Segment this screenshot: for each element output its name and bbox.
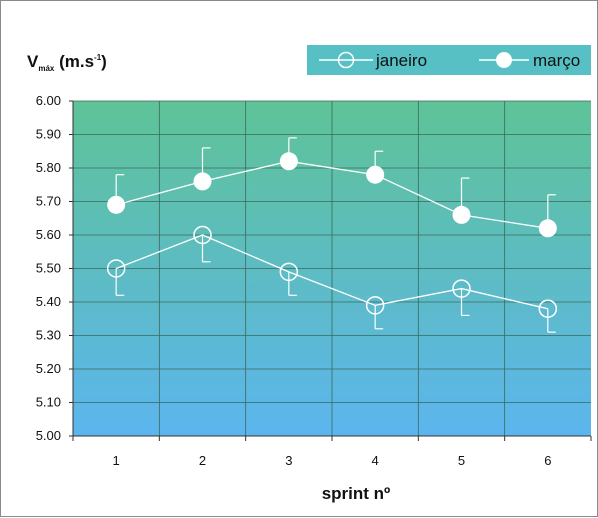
point-janeiro	[538, 299, 558, 318]
series-lines	[115, 160, 548, 310]
y-axis-label-sub: máx	[38, 64, 55, 73]
y-tick-label: 5.20	[36, 361, 61, 376]
y-axis-label: Vmáx (m.s-1)	[27, 52, 107, 73]
point-janeiro	[193, 225, 212, 245]
axes	[69, 100, 592, 441]
point-janeiro	[279, 262, 299, 282]
x-axis-label: sprint nº	[322, 484, 391, 503]
y-tick-label: 5.40	[36, 294, 61, 309]
series-line-janeiro	[115, 234, 548, 310]
y-tick-label: 5.50	[36, 261, 61, 276]
point-março	[452, 205, 471, 224]
x-tick-label: 2	[199, 453, 206, 468]
legend: janeiro março	[307, 45, 591, 75]
y-tick-label: 5.10	[36, 395, 61, 410]
grid-lines	[73, 100, 591, 437]
x-tick-label: 1	[113, 453, 120, 468]
legend-marker-janeiro	[337, 51, 355, 69]
point-março	[107, 195, 126, 214]
y-axis-label-unit: (m.s	[54, 52, 94, 71]
x-tick-labels: 1 2 3 4 5 6	[113, 453, 552, 468]
point-março	[279, 152, 298, 171]
x-tick-label: 3	[285, 453, 292, 468]
x-tick-label: 4	[372, 453, 379, 468]
y-axis-label-close: )	[101, 52, 107, 71]
y-tick-label: 5.70	[36, 194, 61, 209]
series-points	[106, 152, 558, 318]
y-tick-label: 5.80	[36, 160, 61, 175]
y-tick-labels: 5.00 5.10 5.20 5.30 5.40 5.50 5.60 5.70 5.80 5.90…	[36, 93, 61, 443]
y-axis-label-main: V	[27, 52, 39, 71]
y-tick-label: 5.60	[36, 227, 61, 242]
y-tick-label: 5.00	[36, 428, 61, 443]
point-janeiro	[106, 259, 126, 278]
x-tick-label: 6	[544, 453, 551, 468]
x-tick-label: 5	[458, 453, 465, 468]
legend-label-janeiro: janeiro	[375, 51, 427, 70]
legend-marker-marco	[496, 52, 512, 68]
y-tick-label: 6.00	[36, 93, 61, 108]
point-março	[366, 165, 385, 184]
legend-label-marco: março	[533, 51, 580, 70]
y-tick-label: 5.90	[36, 127, 61, 142]
point-janeiro	[452, 279, 471, 298]
series-line-março	[115, 160, 548, 229]
y-axis-label-exponent: -1	[94, 53, 102, 62]
point-janeiro	[365, 296, 385, 315]
point-março	[538, 219, 557, 238]
point-março	[193, 172, 212, 191]
y-tick-label: 5.30	[36, 328, 61, 343]
